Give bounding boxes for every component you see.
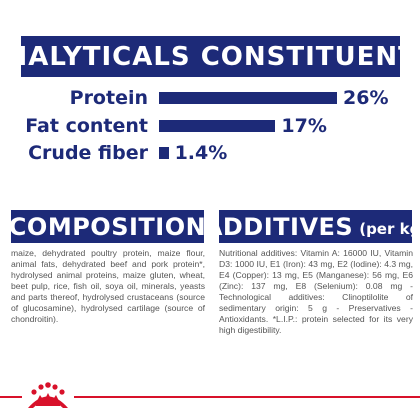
additives-unit: (per kg) bbox=[359, 219, 420, 238]
footer-divider bbox=[0, 396, 420, 398]
fat-value: 17% bbox=[281, 115, 327, 137]
protein-bar bbox=[159, 92, 337, 104]
composition-title: COMPOSITION bbox=[9, 210, 206, 243]
analytics-title: ANALYTICALS CONSTITUENTS bbox=[0, 36, 420, 77]
composition-text: maize, dehydrated poultry protein, maize… bbox=[11, 248, 205, 324]
additives-title: ADDITIVES (per kg) bbox=[204, 210, 420, 243]
fiber-bar bbox=[159, 147, 169, 159]
additives-title-text: ADDITIVES bbox=[203, 212, 354, 241]
fat-bar bbox=[159, 120, 276, 132]
additives-text: Nutritional additives: Vitamin A: 16000 … bbox=[219, 248, 413, 335]
analytics-row-fat: Fat content 17% bbox=[0, 113, 420, 139]
fiber-label: Crude fiber bbox=[28, 142, 148, 164]
fat-label: Fat content bbox=[25, 115, 148, 137]
fiber-value: 1.4% bbox=[174, 142, 228, 164]
protein-value: 26% bbox=[343, 87, 389, 109]
analytics-row-fiber: Crude fiber 1.4% bbox=[0, 140, 420, 166]
protein-label: Protein bbox=[69, 87, 148, 109]
analytics-row-protein: Protein 26% bbox=[0, 85, 420, 111]
royal-canin-crown-logo-icon bbox=[22, 382, 74, 411]
